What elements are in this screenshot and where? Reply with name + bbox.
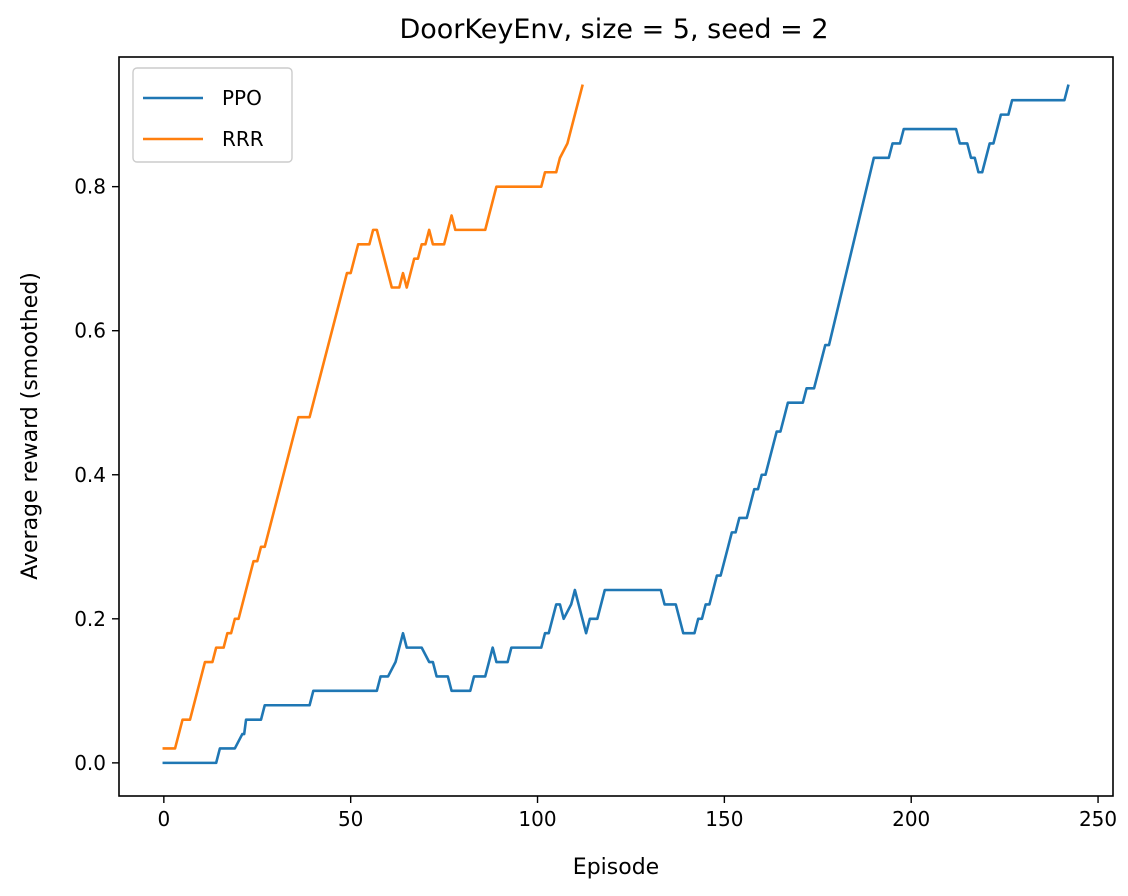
y-tick-label: 0.4 bbox=[74, 463, 106, 487]
y-tick-label: 0.0 bbox=[74, 751, 106, 775]
y-axis-ticks: 0.0 0.2 0.4 0.6 0.8 bbox=[74, 175, 119, 775]
legend-label-ppo: PPO bbox=[222, 86, 262, 110]
x-axis-ticks: 0 50 100 150 200 250 bbox=[157, 796, 1117, 831]
x-axis-label: Episode bbox=[573, 855, 659, 880]
x-tick-label: 250 bbox=[1079, 807, 1117, 831]
chart-title: DoorKeyEnv, size = 5, seed = 2 bbox=[399, 14, 828, 45]
plot-frame bbox=[118, 56, 1114, 797]
x-tick-label: 50 bbox=[338, 807, 363, 831]
x-tick-label: 0 bbox=[157, 807, 170, 831]
series-line-ppo bbox=[162, 84, 1070, 765]
legend-label-rrr: RRR bbox=[222, 127, 264, 151]
x-tick-label: 200 bbox=[892, 807, 930, 831]
y-tick-label: 0.8 bbox=[74, 175, 106, 199]
y-tick-label: 0.2 bbox=[74, 607, 106, 631]
legend: PPO RRR bbox=[132, 67, 293, 163]
y-tick-label: 0.6 bbox=[74, 319, 106, 343]
plot-lines bbox=[162, 84, 1070, 765]
y-axis-label: Average reward (smoothed) bbox=[18, 272, 43, 580]
x-tick-label: 150 bbox=[705, 807, 743, 831]
series-line-rrr bbox=[162, 84, 584, 750]
x-tick-label: 100 bbox=[518, 807, 556, 831]
legend-box bbox=[132, 67, 293, 163]
